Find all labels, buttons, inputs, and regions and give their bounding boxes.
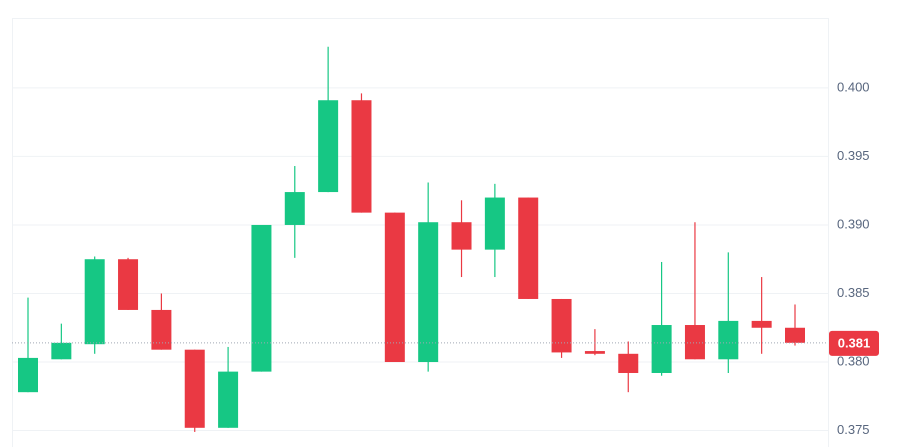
candle-body — [451, 222, 472, 250]
candle-body — [785, 327, 805, 343]
candle-body — [84, 259, 105, 345]
candle-body — [284, 192, 305, 225]
candle-body — [51, 342, 72, 360]
candle-body — [684, 325, 705, 360]
candle-body — [418, 222, 439, 363]
candle-body — [518, 197, 539, 299]
plot-frame — [12, 18, 829, 447]
candle-body — [351, 100, 372, 213]
last-price-label: 0.381 — [838, 335, 871, 350]
candle-body — [551, 298, 572, 353]
y-tick-label: 0.385 — [837, 285, 870, 300]
candle-body — [718, 320, 739, 360]
candle-body — [484, 197, 505, 250]
candle-body — [584, 351, 605, 354]
candle-body — [18, 357, 38, 393]
candle-body — [118, 259, 139, 310]
y-tick-label: 0.395 — [837, 148, 870, 163]
candle-body — [751, 320, 772, 328]
candle-body — [184, 349, 205, 428]
candle-body — [151, 309, 172, 350]
y-tick-label: 0.375 — [837, 422, 870, 437]
candle-body — [384, 212, 405, 363]
candle-body — [251, 224, 272, 372]
y-tick-label: 0.400 — [837, 79, 870, 94]
candle-body — [618, 353, 639, 373]
last-price-badge — [829, 330, 879, 356]
candle-body — [218, 371, 239, 428]
y-tick-label: 0.390 — [837, 216, 870, 231]
candle-body — [318, 100, 339, 193]
y-tick-label: 0.380 — [837, 353, 870, 368]
candle-body — [651, 325, 672, 373]
